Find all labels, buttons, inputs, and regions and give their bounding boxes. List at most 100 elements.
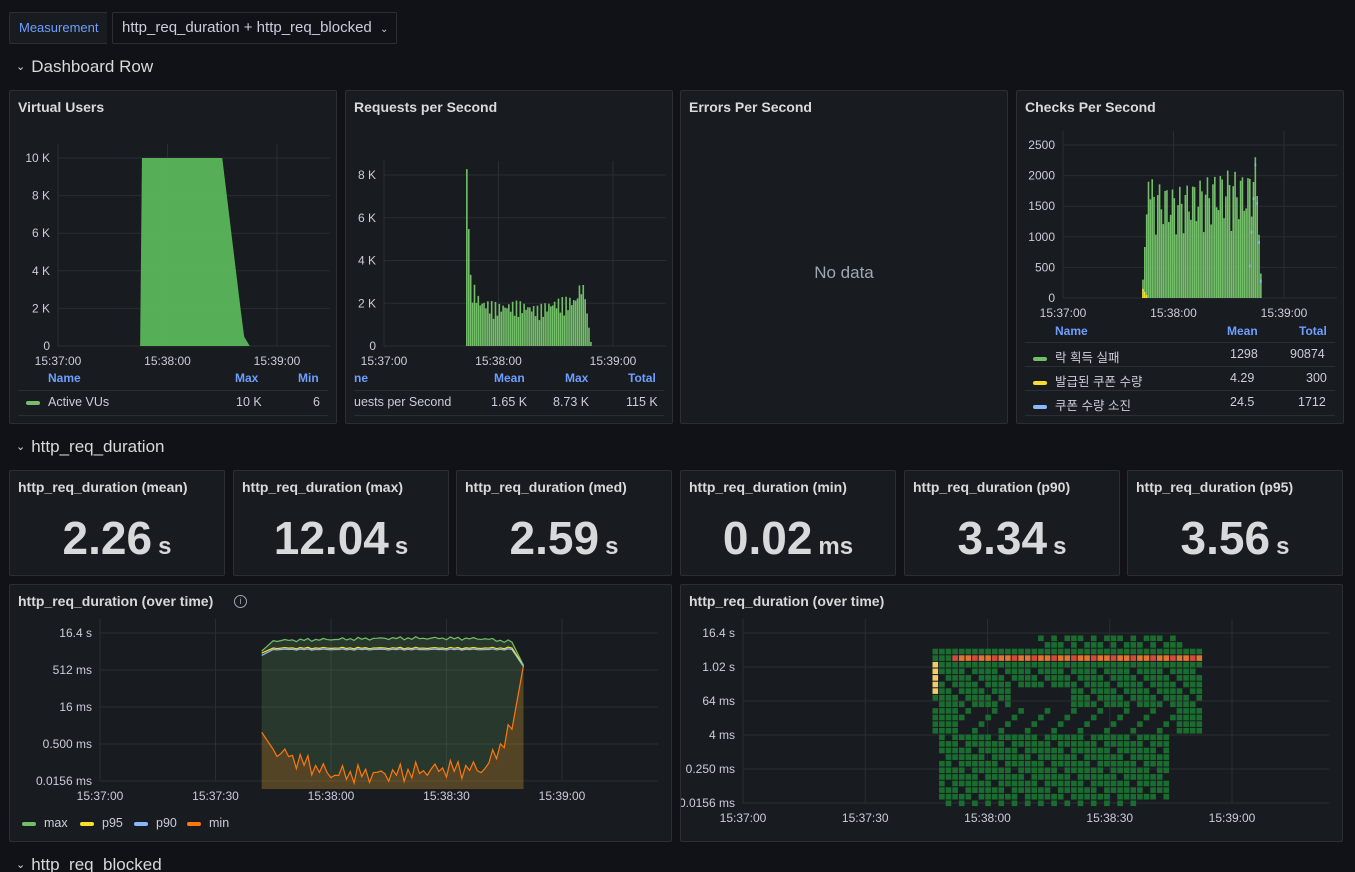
heatmap-cell xyxy=(1117,668,1123,675)
rps-bar xyxy=(509,311,512,346)
panel-duration-timeseries[interactable]: http_req_duration (over time) i 0.0156 m… xyxy=(9,584,672,842)
heatmap-cell xyxy=(1137,688,1143,694)
legend-header-mean[interactable]: Mean xyxy=(1227,324,1258,338)
legend-header-name[interactable]: ne xyxy=(354,371,369,385)
heatmap-cell xyxy=(1143,734,1150,741)
legend-header-total[interactable]: Total xyxy=(628,371,656,385)
info-icon[interactable]: i xyxy=(234,595,247,608)
panel-duration-heatmap[interactable]: http_req_duration (over time) 0.0156 ms 0… xyxy=(680,584,1343,842)
heatmap-cell xyxy=(1051,635,1057,642)
legend-header-total[interactable]: Total xyxy=(1299,324,1327,338)
heatmap-cell xyxy=(1130,754,1137,760)
panel-requests-per-second[interactable]: Requests per Second 0 2 K 4 K 6 K 8 K 15:37:… xyxy=(345,90,673,424)
legend-header-min[interactable]: Min xyxy=(298,371,319,385)
legend-name: 발급된 쿠폰 수량 xyxy=(1055,375,1143,389)
x-tick-label: 15:38:30 xyxy=(423,789,470,803)
cps-bar-lock-fail xyxy=(1252,181,1255,298)
heatmap-cell xyxy=(1163,793,1170,800)
panel-errors-per-second[interactable]: Errors Per Second No data xyxy=(680,90,1008,424)
heatmap-cell xyxy=(972,701,978,708)
heatmap-cell xyxy=(1189,681,1196,688)
heatmap-cell xyxy=(1097,694,1104,701)
y-tick-label: 0 xyxy=(369,339,376,353)
legend-row-coupon-exhausted[interactable]: 쿠폰 수량 소진 xyxy=(1033,395,1131,414)
heatmap-cell xyxy=(1110,780,1117,787)
heatmap-cell xyxy=(1011,780,1018,787)
heatmap-cell xyxy=(1024,793,1031,800)
heatmap-cell xyxy=(1183,668,1189,675)
legend-header-max[interactable]: Max xyxy=(565,371,589,385)
heatmap-cell xyxy=(1156,767,1163,774)
heatmap-cell xyxy=(998,800,1005,807)
measurement-select[interactable]: http_req_duration + http_req_blocked ⌄ xyxy=(112,12,397,44)
heatmap-cell xyxy=(1071,760,1077,767)
duration-ts-grid xyxy=(99,619,658,782)
heatmap-cell xyxy=(965,675,972,681)
x-tick-label: 15:38:00 xyxy=(964,811,1011,825)
heatmap-cell xyxy=(1110,741,1117,747)
heatmap-cell xyxy=(1156,741,1163,747)
heatmap-cell xyxy=(1110,642,1117,648)
heatmap-cell xyxy=(1170,648,1176,655)
legend-item-p95[interactable]: p95 xyxy=(80,816,123,830)
heatmap-cell xyxy=(1031,648,1038,655)
heatmap-cell xyxy=(1044,675,1051,681)
legend-item-min[interactable]: min xyxy=(187,816,229,830)
cps-bar-lock-fail xyxy=(1245,208,1247,298)
legend-row-lock-fail[interactable]: 락 획득 실패 xyxy=(1033,347,1119,366)
legend-header-max[interactable]: Max xyxy=(235,371,259,385)
row-dashboard[interactable]: ⌄ Dashboard Row xyxy=(16,57,153,77)
panel-stat-p90[interactable]: http_req_duration (p90) 3.34 s xyxy=(904,470,1120,576)
rps-bar xyxy=(488,313,491,346)
legend-header-name[interactable]: Name xyxy=(1055,324,1088,338)
heatmap-cell xyxy=(1090,675,1097,681)
heatmap-cell xyxy=(1005,721,1011,727)
heatmap-cell xyxy=(932,648,939,655)
rps-bar xyxy=(504,307,506,346)
heatmap-cell xyxy=(1110,694,1117,701)
rps-bar xyxy=(555,308,558,346)
rps-bar xyxy=(559,312,562,346)
stat-value: 3.56 s xyxy=(1128,511,1342,565)
heatmap-cell xyxy=(978,787,985,793)
heatmap-cell xyxy=(998,767,1005,774)
heatmap-cell xyxy=(985,648,991,655)
heatmap-cell xyxy=(1057,668,1064,675)
legend-swatch xyxy=(1033,404,1047,409)
legend-row-requests[interactable]: uests per Second xyxy=(354,395,452,409)
cps-bar-lock-fail xyxy=(1193,187,1196,298)
panel-stat-p95[interactable]: http_req_duration (p95) 3.56 s xyxy=(1127,470,1343,576)
stat-number: 3.34 xyxy=(957,512,1048,564)
heatmap-cell xyxy=(932,694,939,701)
heatmap-cell xyxy=(978,668,985,675)
panel-stat-mean[interactable]: http_req_duration (mean) 2.26 s xyxy=(9,470,225,576)
legend-row-active-vus[interactable]: Active VUs xyxy=(26,395,109,409)
row-http-req-blocked[interactable]: ⌄ http_req_blocked xyxy=(16,855,162,872)
heatmap-cell xyxy=(1156,648,1163,655)
heatmap-cell xyxy=(1123,661,1130,668)
panel-virtual-users[interactable]: Virtual Users 0 2 K 4 K 6 K 8 K 10 K 15:37:00… xyxy=(9,90,337,424)
row-http-req-duration[interactable]: ⌄ http_req_duration xyxy=(16,437,165,457)
heatmap-cell xyxy=(1018,734,1024,741)
heatmap-cell xyxy=(1051,675,1057,681)
heatmap-cell xyxy=(1137,774,1143,780)
panel-stat-med[interactable]: http_req_duration (med) 2.59 s xyxy=(456,470,672,576)
legend-row-issued-coupons[interactable]: 발급된 쿠폰 수량 xyxy=(1033,371,1142,390)
heatmap-cell xyxy=(1183,655,1189,661)
panel-checks-per-second[interactable]: Checks Per Second 0 500 1000 1500 2000 2500 1… xyxy=(1016,90,1344,424)
panel-stat-max[interactable]: http_req_duration (max) 12.04 s xyxy=(233,470,449,576)
legend-header-name[interactable]: Name xyxy=(48,371,81,385)
legend-header-mean[interactable]: Mean xyxy=(494,371,525,385)
heatmap-cell xyxy=(1018,767,1024,774)
legend-item-max[interactable]: max xyxy=(22,816,68,830)
heatmap-cell xyxy=(1189,661,1196,668)
cps-bar-lock-fail xyxy=(1236,197,1238,298)
y-tick-label: 1000 xyxy=(1028,230,1055,244)
heatmap-cell xyxy=(965,734,972,741)
x-tick-label: 15:37:00 xyxy=(720,811,767,825)
legend-item-p90[interactable]: p90 xyxy=(134,816,177,830)
heatmap-cell xyxy=(1051,747,1057,754)
panel-stat-min[interactable]: http_req_duration (min) 0.02 ms xyxy=(680,470,896,576)
stat-value: 2.26 s xyxy=(10,511,224,565)
heatmap-cell xyxy=(1084,754,1090,760)
